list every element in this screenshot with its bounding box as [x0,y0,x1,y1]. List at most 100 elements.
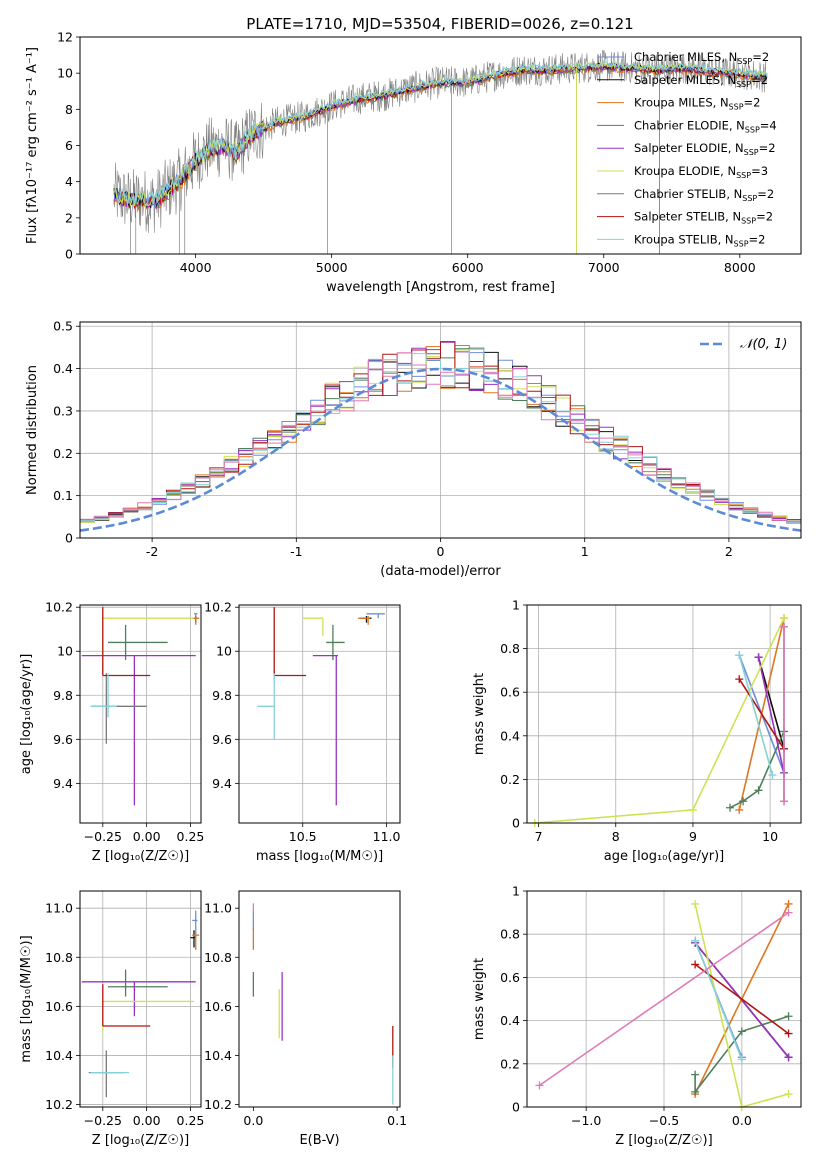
y-tick-label: 0 [512,816,520,831]
axes-frame [526,890,802,1108]
weight-marker [784,1090,793,1099]
y-tick-label: 10.2 [45,1097,73,1112]
x-tick-label: 8000 [724,260,756,275]
weight-marker [737,1027,746,1036]
y-tick-label: 10.2 [204,600,232,615]
axes-frame [238,890,401,1108]
x-tick-label: −1.0 [571,1113,601,1128]
x-tick-label: 2 [725,544,733,559]
x-tick-label: 7 [535,829,543,844]
mass_vs_Z-panel: −0.25 0.00 0.25 10.2 10.4 10.6 10.8 11.0 Z [log₁… [19,890,204,1148]
x-tick-label: 7000 [588,260,620,275]
y-tick-label: 10.4 [45,1048,73,1063]
weight_vs_age-panel: 7 8 9 10 0 0.2 0.4 0.6 0.8 1 age [log₁₀(age/yr)] ma… [472,598,802,864]
weight-marker [737,1055,746,1064]
y-tick-label: 1 [512,598,520,613]
axes-frame [79,604,202,824]
weight-marker [780,614,789,623]
histograms [80,341,801,532]
weight-line [738,678,785,750]
y-tick-label: 4 [65,174,73,189]
y-tick-label: 9.6 [212,732,232,747]
weight-line [738,654,774,776]
weight-marker [725,803,734,812]
y-tick-label: 0.2 [500,1056,520,1071]
y-axis-label: Normed distribution [25,365,40,495]
weight-line [694,942,790,1058]
y-axis-label: mass weight [472,958,487,1040]
y-tick-label: 9.6 [53,732,73,747]
weight-marker [739,797,748,806]
y-axis-label: mass weight [472,673,487,755]
x-axis-label: wavelength [Angstrom, rest frame] [326,280,555,295]
spectrum-panel: 4000 5000 6000 7000 8000 0 2 4 6 8 10 12 wavelength … [25,30,802,295]
weight-marker [754,653,763,662]
x-axis-label: (data-model)/error [380,564,501,579]
weight-marker [691,960,700,969]
y-tick-label: 9.8 [53,688,73,703]
y-tick-label: 2 [65,210,73,225]
x-axis-label: E(B-V) [299,1133,339,1148]
x-tick-label: 0.25 [177,829,205,844]
x-axis-label: Z [log₁₀(Z/Z☉)] [92,1133,189,1148]
y-tick-label: 12 [57,30,73,45]
weight-line [729,731,785,809]
weight-line [694,963,789,1035]
y-tick-label: 6 [65,138,73,153]
legend-entry: 𝒩(0, 1) [740,337,787,352]
y-axis-label: age [log₁₀(age/yr)] [19,654,34,775]
model-fit-line [113,64,767,210]
y-tick-label: 11.0 [204,901,232,916]
weight-marker [691,899,700,908]
residual-histogram [80,352,801,523]
y-tick-label: 0.1 [53,488,73,503]
y-tick-label: 0.6 [500,970,520,985]
y-tick-label: 9.4 [53,776,73,791]
y-tick-label: 0.4 [53,361,73,376]
y-axis-label: mass [log₁₀(M/M☉)] [19,935,34,1062]
weight-line [757,657,785,750]
x-axis-label: age [log₁₀(age/yr)] [604,849,725,864]
weight-lines [530,614,789,827]
x-tick-label: 10.5 [289,829,317,844]
x-tick-label: −0.5 [649,1113,679,1128]
y-tick-label: 10.2 [45,600,73,615]
y-tick-label: 0.5 [53,319,73,334]
weight-line [757,657,785,774]
legend-entry: Kroupa ELODIE, NSSP=3 [634,164,768,180]
weight-line [694,1015,789,1095]
weight-line [539,911,789,1087]
x-tick-label: 1 [581,544,589,559]
y-tick-label: 0.3 [53,403,73,418]
y-tick-label: 0.2 [500,772,520,787]
x-tick-label: 0.0 [732,1113,752,1128]
errorbars [257,607,385,806]
figure-title: PLATE=1710, MJD=53504, FIBERID=0026, z=0… [246,15,633,33]
y-tick-label: 1 [512,884,520,899]
axes-frame [79,890,202,1108]
x-axis-label: Z [log₁₀(Z/Z☉)] [92,849,189,864]
x-tick-label: 9 [689,829,697,844]
mass_vs_EBV-panel: 0.0 0.1 10.2 10.4 10.6 10.8 11.0 E(B-V) [204,890,407,1148]
weight-line [694,940,743,1060]
weight-marker [735,675,744,684]
x-tick-label: 10 [762,829,778,844]
x-tick-label: 0.00 [133,829,161,844]
age_vs_Z-panel: −0.25 0.00 0.25 9.4 9.6 9.8 10 10.2 Z [log₁₀(Z/Z… [19,600,204,864]
weight-marker [735,651,744,660]
y-tick-label: 9.8 [212,688,232,703]
y-tick-label: 11.0 [45,901,73,916]
legend-entry: Kroupa STELIB, NSSP=2 [634,232,765,248]
y-tick-label: 10.8 [204,950,232,965]
errorbars [81,607,200,806]
weight-marker [754,786,763,795]
y-tick-label: 0 [512,1100,520,1115]
legend-entry: Salpeter MILES, NSSP=2 [634,73,768,89]
weight-marker [784,899,793,908]
y-tick-label: 10.2 [204,1097,232,1112]
gaussian-curve [80,367,801,532]
axes-frame [238,604,401,824]
x-tick-label: 0 [437,544,445,559]
y-tick-label: 10.8 [45,950,73,965]
x-tick-label: 4000 [180,260,212,275]
